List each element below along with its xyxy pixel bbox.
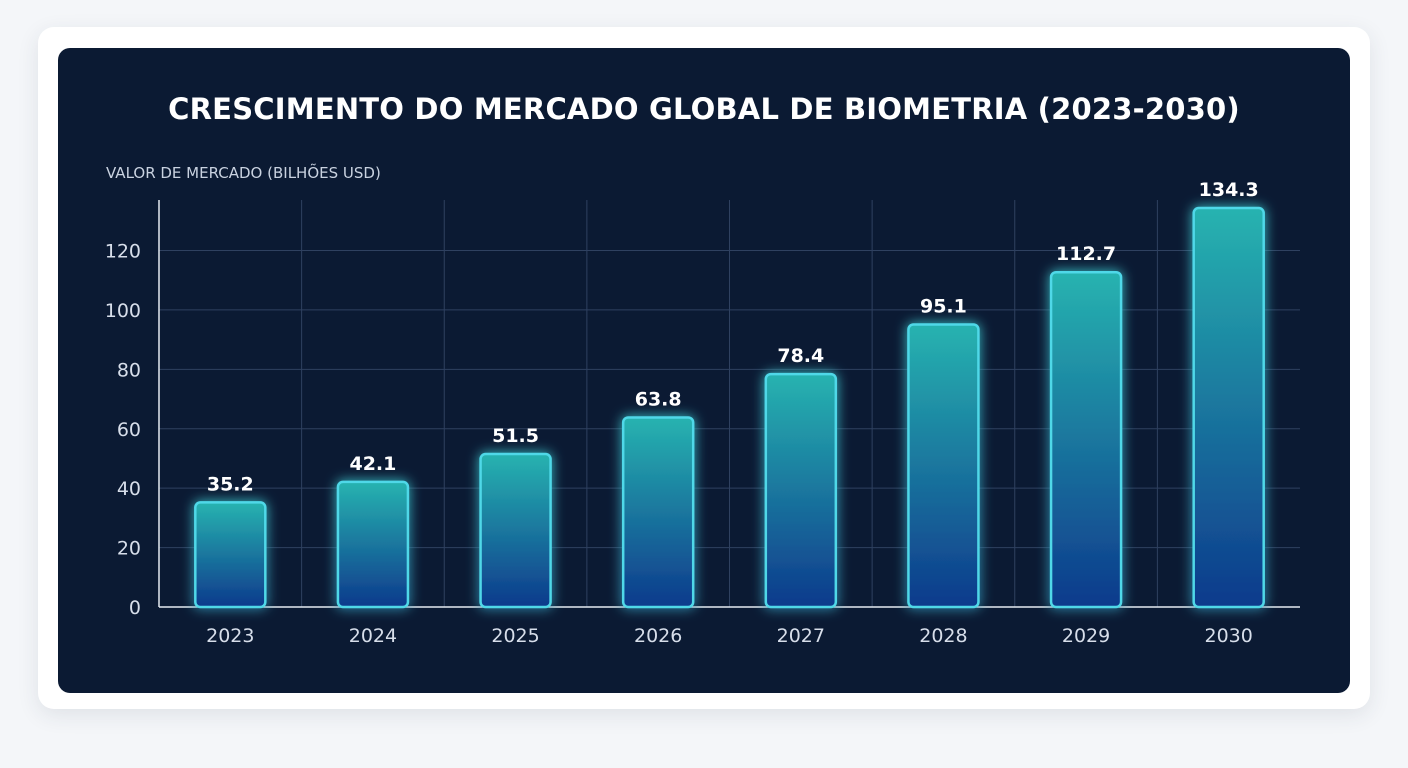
value-label-2026: 63.8	[635, 388, 682, 410]
value-label-2023: 35.2	[207, 473, 254, 495]
x-tick-label-2025: 2025	[491, 625, 539, 647]
x-tick-label-2027: 2027	[777, 625, 825, 647]
x-tick-label-2028: 2028	[919, 625, 967, 647]
value-label-2030: 134.3	[1199, 179, 1259, 201]
x-tick-label-2030: 2030	[1205, 625, 1253, 647]
y-tick-label: 20	[117, 538, 141, 560]
y-axis-label: VALOR DE MERCADO (BILHÕES USD)	[106, 164, 381, 182]
value-label-2024: 42.1	[349, 453, 396, 475]
bar-2029	[1049, 270, 1123, 609]
bar-2025	[479, 452, 552, 609]
x-tick-label-2024: 2024	[349, 625, 397, 647]
x-tick-label-2023: 2023	[206, 625, 254, 647]
y-tick-label: 60	[117, 419, 141, 441]
bar-2023	[194, 501, 267, 609]
value-label-2027: 78.4	[777, 345, 824, 367]
value-label-2029: 112.7	[1056, 243, 1116, 265]
bar-2024	[336, 480, 410, 609]
bars	[194, 206, 1265, 609]
x-tick-label-2026: 2026	[634, 625, 682, 647]
bar-2027	[764, 372, 838, 609]
value-label-2028: 95.1	[920, 295, 967, 317]
chart-panel	[58, 48, 1350, 693]
y-tick-label: 80	[117, 359, 141, 381]
bar-2030	[1192, 206, 1265, 609]
labels: 0 20 40 60 80 100 120 35.2 2023 42.1 2024 51.5 2025 6…	[105, 179, 1259, 647]
bar-2026	[621, 416, 695, 609]
y-tick-label: 120	[105, 241, 141, 263]
grid-lines	[159, 200, 1300, 607]
y-tick-label: 0	[129, 597, 141, 619]
y-tick-label: 40	[117, 478, 141, 500]
chart-title: CRESCIMENTO DO MERCADO GLOBAL DE BIOMETR…	[168, 92, 1240, 126]
y-tick-label: 100	[105, 300, 141, 322]
bar-2028	[907, 323, 980, 609]
value-label-2025: 51.5	[492, 425, 539, 447]
x-tick-label-2029: 2029	[1062, 625, 1110, 647]
